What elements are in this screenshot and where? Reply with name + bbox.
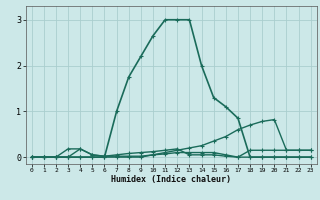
X-axis label: Humidex (Indice chaleur): Humidex (Indice chaleur)	[111, 175, 231, 184]
